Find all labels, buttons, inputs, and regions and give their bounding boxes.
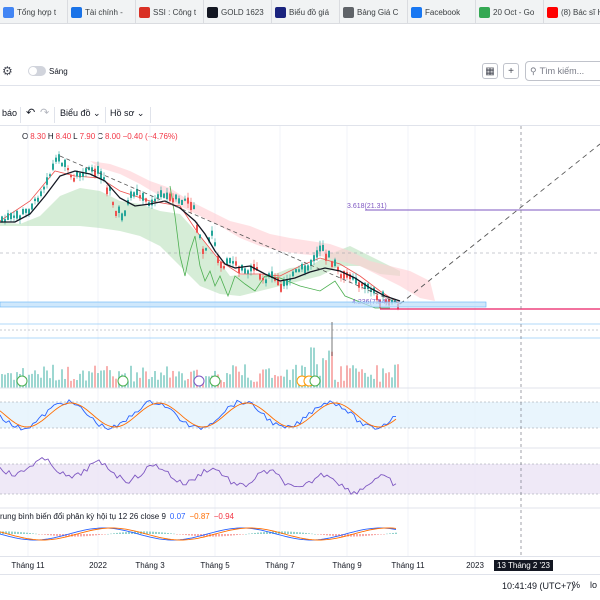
- fib-label-3618: 3.618(21.31): [347, 203, 387, 210]
- stochastic-k-line: [0, 399, 396, 431]
- add-icon[interactable]: +: [503, 63, 519, 79]
- youtube-icon: [547, 6, 558, 18]
- browser-tab-label: Bảng Giá C: [357, 7, 399, 17]
- support-zone: [0, 301, 487, 308]
- macd-legend: rung bình biến đổi phân kỳ hội tụ 12 26 …: [0, 512, 234, 521]
- browser-tab-label: (8) Bác sĩ H: [561, 7, 600, 17]
- tv-icon: [207, 6, 218, 18]
- browser-tab[interactable]: Tài chính -: [68, 0, 136, 23]
- macd-line: [0, 527, 397, 541]
- time-axis-tick: Tháng 7: [265, 561, 295, 570]
- chart-menu-button[interactable]: Biểu đồ ⌄: [60, 108, 101, 118]
- conversion-line: [0, 170, 401, 305]
- drive-icon: [479, 6, 490, 18]
- theme-toggle-label: Sáng: [49, 66, 68, 76]
- time-axis-tick: Tháng 11: [11, 561, 45, 570]
- log-toggle[interactable]: lo: [590, 580, 598, 590]
- browser-tab[interactable]: GOLD 1623: [204, 0, 272, 23]
- search-box[interactable]: ⚲ Tìm kiếm...: [525, 61, 600, 81]
- rsi-band: [0, 464, 600, 494]
- browser-tab-label: Biểu đồ giá: [289, 7, 330, 17]
- browser-tab[interactable]: Facebook: [408, 0, 476, 23]
- browser-tab[interactable]: Tổng hợp t: [0, 0, 68, 23]
- browser-tab[interactable]: Biểu đồ giá: [272, 0, 340, 23]
- search-placeholder: Tìm kiếm...: [539, 66, 585, 76]
- trendline-up: [399, 143, 600, 305]
- gear-icon[interactable]: ⚙: [2, 64, 13, 78]
- time-axis-tick: Tháng 9: [332, 561, 362, 570]
- browser-tab-label: 20 Oct - Go: [493, 7, 535, 17]
- lagging-span: [169, 185, 390, 309]
- percent-toggle[interactable]: %: [572, 580, 581, 590]
- rsi-line: [0, 457, 397, 496]
- time-axis-tick: Tháng 11: [391, 561, 425, 570]
- layout-grid-icon[interactable]: ▦: [482, 63, 498, 79]
- toggle-switch[interactable]: [28, 66, 46, 76]
- vs-icon: [275, 6, 286, 18]
- price-chart[interactable]: 3.618(21.31) 4.236(7.54): [0, 126, 600, 556]
- browser-tab-label: Tổng hợp t: [17, 7, 57, 17]
- browser-tab-bar: Tổng hợp t Tài chính - SSI : Công t GOLD 16…: [0, 0, 600, 24]
- time-axis-tick: 2022: [89, 561, 107, 570]
- browser-tab-label: SSI : Công t: [153, 7, 197, 17]
- undo-icon[interactable]: ↶: [26, 107, 36, 119]
- time-axis[interactable]: 13 Tháng 2 '23 Tháng 11 2022 Tháng 3 Tháng …: [0, 556, 600, 574]
- doc-icon: [3, 6, 14, 18]
- crosshair-date-label: 13 Tháng 2 '23: [494, 560, 553, 571]
- search-icon: ⚲: [530, 65, 537, 76]
- theme-toggle[interactable]: Sáng: [28, 66, 68, 76]
- status-bar: 10:41:49 (UTC+7) % lo: [0, 574, 600, 600]
- clock: 10:41:49 (UTC+7): [502, 581, 575, 591]
- ichimoku-cloud-bull: [0, 188, 400, 296]
- browser-tab-label: GOLD 1623: [221, 7, 264, 17]
- chart-icon: [71, 6, 82, 18]
- macd-signal-line: [0, 527, 397, 541]
- redo-icon[interactable]: ↷: [40, 107, 50, 119]
- browser-tab[interactable]: SSI : Công t: [136, 0, 204, 23]
- stochastic-d-line: [0, 402, 397, 428]
- time-axis-tick: Tháng 5: [200, 561, 230, 570]
- browser-tab-label: Tài chính -: [85, 7, 123, 17]
- browser-tab-label: Facebook: [425, 7, 461, 17]
- trendline-down: [59, 155, 401, 305]
- facebook-icon: [411, 6, 422, 18]
- chart-toolbar: báo ↶ ↷ Biểu đồ ⌄ Hồ sơ ⌄: [0, 104, 600, 126]
- moving-average-line: [0, 170, 401, 302]
- profile-menu-button[interactable]: Hồ sơ ⌄: [110, 108, 145, 118]
- board-icon: [343, 6, 354, 18]
- time-axis-tick: 2023: [466, 561, 484, 570]
- alert-button[interactable]: báo: [2, 108, 18, 118]
- browser-tab[interactable]: 20 Oct - Go: [476, 0, 544, 23]
- time-axis-tick: Tháng 3: [135, 561, 165, 570]
- event-markers: [16, 375, 321, 387]
- browser-tab[interactable]: (8) Bác sĩ H: [544, 0, 600, 23]
- ssi-icon: [139, 6, 150, 18]
- app-top-bar: ⚙ Sáng ▦ + ⚲ Tìm kiếm...: [0, 58, 600, 86]
- browser-tab[interactable]: Bảng Giá C: [340, 0, 408, 23]
